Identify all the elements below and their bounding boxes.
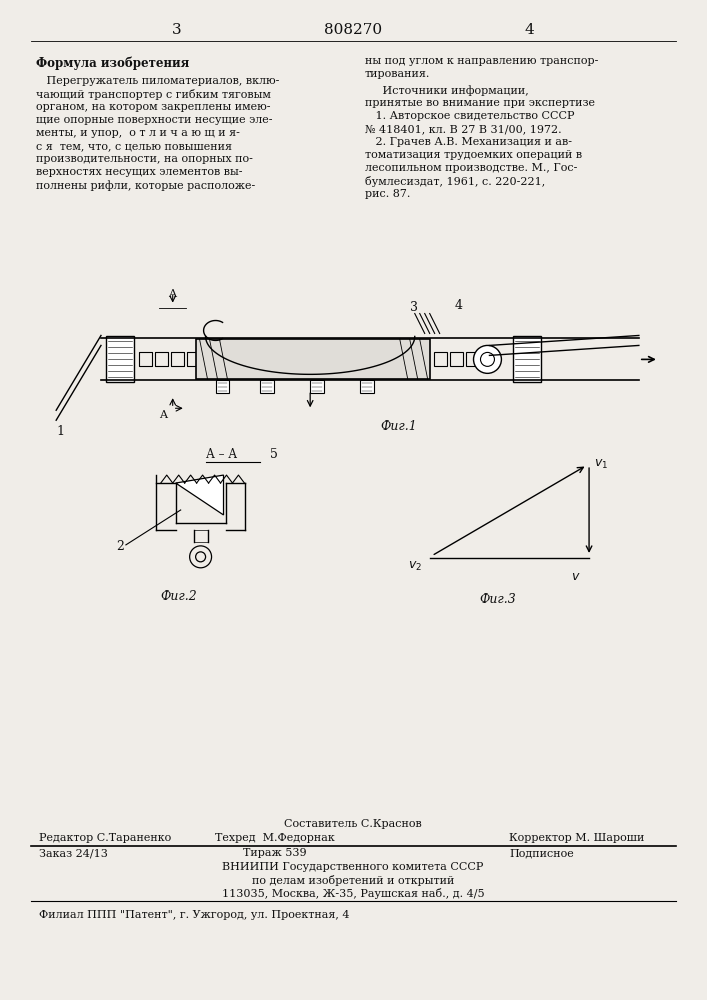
- Text: 5: 5: [270, 448, 278, 461]
- Text: чающий транспортер с гибким тяговым: чающий транспортер с гибким тяговым: [36, 89, 271, 100]
- Text: $v$: $v$: [571, 570, 580, 583]
- Text: Фиг.3: Фиг.3: [479, 593, 516, 606]
- Bar: [450, 352, 462, 366]
- Bar: [310, 380, 324, 393]
- Text: тирования.: тирования.: [365, 69, 431, 79]
- Text: Фиг.1: Фиг.1: [380, 420, 416, 433]
- Text: $v_2$: $v_2$: [408, 560, 422, 573]
- Text: Подписное: Подписное: [509, 848, 574, 858]
- Text: Фиг.2: Фиг.2: [160, 590, 197, 603]
- Bar: [155, 352, 168, 366]
- Text: 1: 1: [56, 425, 64, 438]
- Text: 3: 3: [410, 301, 418, 314]
- Text: Техред  М.Федорнак: Техред М.Федорнак: [216, 833, 335, 843]
- Text: принятые во внимание при экспертизе: принятые во внимание при экспертизе: [365, 98, 595, 108]
- Text: Источники информации,: Источники информации,: [365, 85, 529, 96]
- Text: щие опорные поверхности несущие эле-: щие опорные поверхности несущие эле-: [36, 115, 273, 125]
- Text: Заказ 24/13: Заказ 24/13: [40, 848, 108, 858]
- Text: менты, и упор,  о т л и ч а ю щ и я-: менты, и упор, о т л и ч а ю щ и я-: [36, 128, 240, 138]
- Text: по делам изобретений и открытий: по делам изобретений и открытий: [252, 875, 454, 886]
- Bar: [216, 380, 230, 393]
- Text: рис. 87.: рис. 87.: [365, 189, 410, 199]
- Text: Тираж 539: Тираж 539: [243, 848, 307, 858]
- Text: ВНИИПИ Государственного комитета СССР: ВНИИПИ Государственного комитета СССР: [222, 862, 484, 872]
- Bar: [360, 380, 374, 393]
- Text: органом, на котором закреплены имею-: органом, на котором закреплены имею-: [36, 102, 271, 112]
- Text: 3: 3: [172, 23, 182, 37]
- Text: 113035, Москва, Ж-35, Раушская наб., д. 4/5: 113035, Москва, Ж-35, Раушская наб., д. …: [222, 888, 484, 899]
- Text: 808270: 808270: [324, 23, 382, 37]
- Text: верхностях несущих элементов вы-: верхностях несущих элементов вы-: [36, 167, 243, 177]
- Text: 2: 2: [116, 540, 124, 553]
- Polygon shape: [176, 475, 223, 515]
- Text: A: A: [159, 410, 167, 420]
- Text: Корректор М. Шароши: Корректор М. Шароши: [509, 833, 645, 843]
- Circle shape: [474, 345, 501, 373]
- Bar: [187, 352, 199, 366]
- Bar: [106, 336, 134, 382]
- Text: A: A: [168, 289, 176, 299]
- Text: № 418401, кл. В 27 В 31/00, 1972.: № 418401, кл. В 27 В 31/00, 1972.: [365, 124, 561, 134]
- Bar: [465, 352, 479, 366]
- Bar: [170, 352, 184, 366]
- Text: $v_1$: $v_1$: [594, 458, 608, 471]
- Bar: [260, 380, 274, 393]
- Text: А – А: А – А: [206, 448, 237, 461]
- Bar: [196, 339, 430, 379]
- Bar: [433, 352, 447, 366]
- Text: Редактор С.Тараненко: Редактор С.Тараненко: [40, 833, 172, 843]
- Text: полнены рифли, которые расположе-: полнены рифли, которые расположе-: [36, 180, 255, 191]
- Text: Перегружатель пиломатериалов, вклю-: Перегружатель пиломатериалов, вклю-: [36, 76, 280, 86]
- Text: лесопильном производстве. М., Гос-: лесопильном производстве. М., Гос-: [365, 163, 578, 173]
- Bar: [513, 336, 542, 382]
- Text: бумлесиздат, 1961, с. 220-221,: бумлесиздат, 1961, с. 220-221,: [365, 176, 545, 187]
- Text: производительности, на опорных по-: производительности, на опорных по-: [36, 154, 253, 164]
- Text: томатизация трудоемких операций в: томатизация трудоемких операций в: [365, 150, 582, 160]
- Text: с я  тем, что, с целью повышения: с я тем, что, с целью повышения: [36, 141, 233, 151]
- Text: 2. Грачев А.В. Механизация и ав-: 2. Грачев А.В. Механизация и ав-: [365, 137, 572, 147]
- Text: 4: 4: [525, 23, 534, 37]
- Text: 4: 4: [455, 299, 462, 312]
- Text: ны под углом к направлению транспор-: ны под углом к направлению транспор-: [365, 56, 598, 66]
- Text: Формула изобретения: Формула изобретения: [36, 56, 189, 70]
- Text: Составитель С.Краснов: Составитель С.Краснов: [284, 819, 422, 829]
- Text: 1. Авторское свидетельство СССР: 1. Авторское свидетельство СССР: [365, 111, 575, 121]
- Bar: [139, 352, 152, 366]
- Text: Филиал ППП "Патент", г. Ужгород, ул. Проектная, 4: Филиал ППП "Патент", г. Ужгород, ул. Про…: [40, 910, 350, 920]
